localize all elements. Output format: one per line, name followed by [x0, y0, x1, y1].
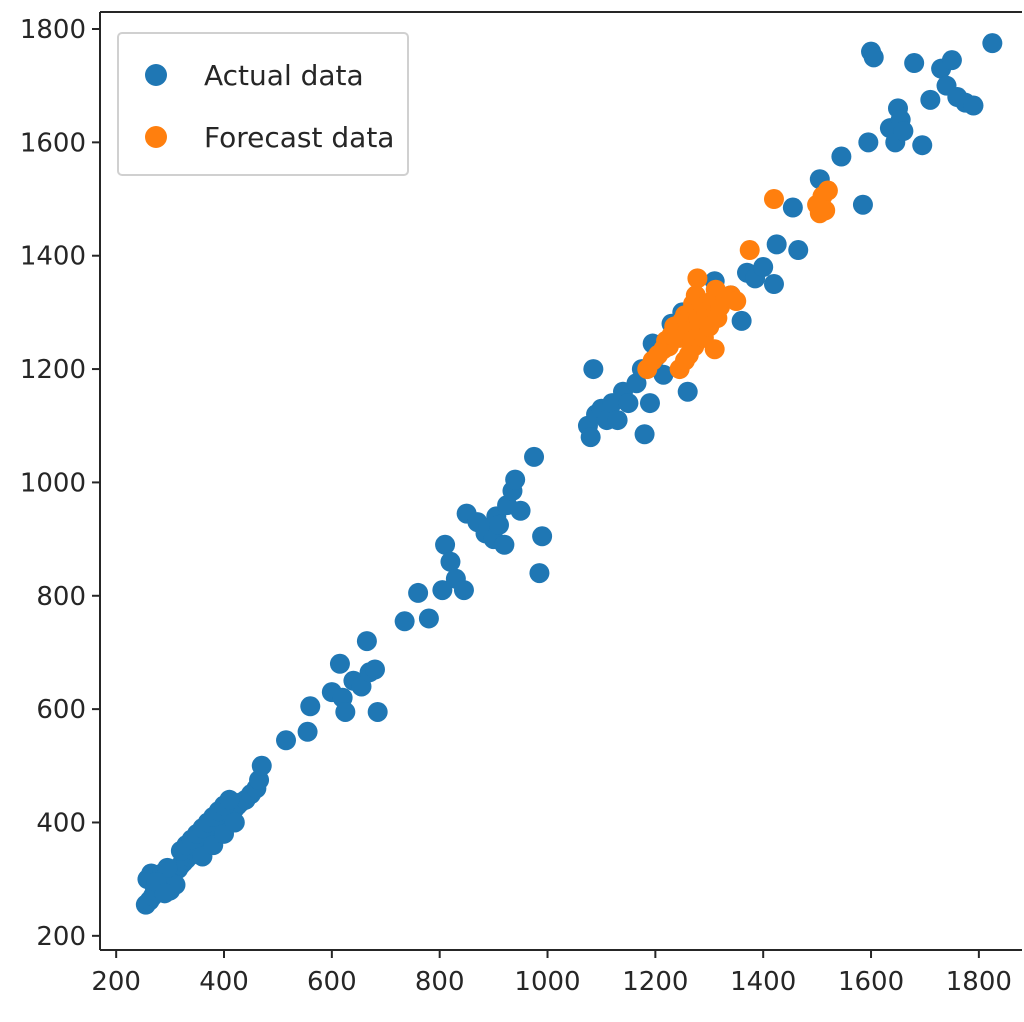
- y-tick-label: 1600: [20, 128, 86, 158]
- data-point: [766, 234, 787, 255]
- data-point: [408, 582, 429, 603]
- data-point: [639, 393, 660, 414]
- data-point: [505, 469, 526, 490]
- data-point: [367, 701, 388, 722]
- legend-marker: [145, 126, 167, 148]
- data-point: [634, 424, 655, 445]
- data-point: [904, 53, 925, 74]
- legend: Actual data Forecast data: [117, 32, 409, 176]
- data-point: [982, 33, 1003, 54]
- chart-area: 200 400 600 800 1000 1200 1400 1600 1800 200 400 60…: [20, 11, 1022, 997]
- y-tick-label: 200: [36, 922, 86, 952]
- data-point: [251, 755, 272, 776]
- data-point: [510, 500, 531, 521]
- data-point: [941, 50, 962, 71]
- x-tick-label: 1800: [946, 967, 1012, 997]
- data-point: [618, 393, 639, 414]
- y-tick-label: 600: [36, 695, 86, 725]
- legend-label: Actual data: [204, 59, 364, 92]
- x-tick-label: 1000: [514, 967, 580, 997]
- data-point: [687, 268, 708, 289]
- data-point: [219, 789, 240, 810]
- data-point: [920, 89, 941, 110]
- data-point: [852, 194, 873, 215]
- data-point: [432, 580, 453, 601]
- x-tick-label: 600: [307, 967, 357, 997]
- legend-marker: [145, 64, 167, 86]
- data-point: [831, 146, 852, 167]
- data-point: [763, 189, 784, 210]
- x-tick-label: 1200: [622, 967, 688, 997]
- y-tick-label: 1400: [20, 242, 86, 272]
- x-tick-label: 1600: [838, 967, 904, 997]
- data-point: [858, 132, 879, 153]
- data-point: [154, 883, 175, 904]
- data-point: [157, 857, 178, 878]
- axes-layer: 200 400 600 800 1000 1200 1400 1600 1800 200 400 60…: [20, 11, 1022, 997]
- data-point: [580, 427, 601, 448]
- data-point: [753, 257, 774, 278]
- data-point: [726, 291, 747, 312]
- data-point: [329, 653, 350, 674]
- y-tick-label: 400: [36, 808, 86, 838]
- y-tick-label: 1200: [20, 355, 86, 385]
- x-tick-label: 1400: [730, 967, 796, 997]
- data-point: [653, 364, 674, 385]
- data-point: [893, 121, 914, 142]
- data-point: [763, 274, 784, 295]
- data-point: [678, 344, 699, 365]
- data-point: [817, 180, 838, 201]
- data-point: [529, 563, 550, 584]
- data-point: [815, 200, 836, 221]
- data-point: [440, 551, 461, 572]
- data-point: [739, 240, 760, 261]
- x-tick-label: 800: [415, 967, 465, 997]
- x-tick-label: 400: [199, 967, 249, 997]
- data-point: [524, 446, 545, 467]
- data-point: [782, 197, 803, 218]
- data-point: [583, 359, 604, 380]
- series-forecast: [637, 180, 838, 380]
- y-tick-label: 1000: [20, 468, 86, 498]
- data-point: [224, 812, 245, 833]
- data-point: [300, 696, 321, 717]
- data-point: [912, 135, 933, 156]
- data-point: [863, 47, 884, 68]
- data-point: [488, 514, 509, 535]
- data-point: [677, 381, 698, 402]
- y-tick-label: 800: [36, 582, 86, 612]
- data-point: [364, 659, 385, 680]
- data-point: [788, 240, 809, 261]
- points-layer: [135, 33, 1003, 915]
- data-point: [297, 721, 318, 742]
- y-tick-label: 1800: [20, 15, 86, 45]
- legend-label: Forecast data: [204, 121, 394, 154]
- legend-box: [117, 32, 409, 176]
- data-point: [356, 631, 377, 652]
- data-point: [276, 730, 297, 751]
- data-point: [335, 701, 356, 722]
- data-point: [731, 310, 752, 331]
- data-point: [607, 410, 628, 431]
- data-point: [394, 611, 415, 632]
- data-point: [494, 534, 515, 555]
- x-tick-label: 200: [91, 967, 141, 997]
- data-point: [704, 339, 725, 360]
- data-point: [435, 534, 456, 555]
- data-point: [453, 580, 474, 601]
- data-point: [418, 608, 439, 629]
- data-point: [963, 95, 984, 116]
- data-point: [532, 526, 553, 547]
